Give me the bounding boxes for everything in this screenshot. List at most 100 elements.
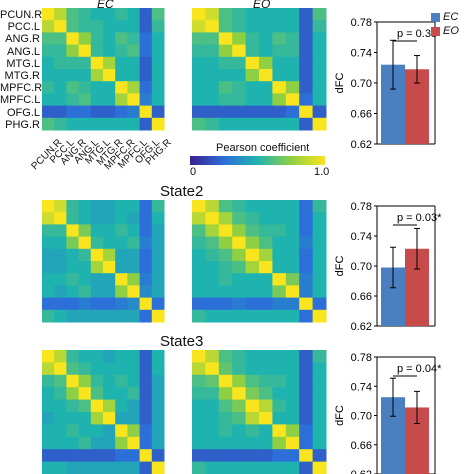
heatmap-cell: [312, 69, 327, 82]
heatmap-cell: [42, 212, 55, 225]
heatmap-cell: [42, 69, 55, 82]
heatmap-cell: [299, 261, 314, 274]
heatmap-cell: [285, 8, 300, 21]
heatmap-cell: [312, 285, 327, 299]
heatmap-cell: [66, 436, 80, 450]
heatmap-cell: [66, 44, 80, 58]
heatmap-cell: [192, 69, 206, 82]
heatmap-cell: [245, 412, 260, 425]
heatmap-cell: [205, 69, 220, 82]
heatmap-cell: [259, 436, 273, 450]
heatmap-cell: [54, 56, 67, 70]
heatmap-cell: [312, 374, 327, 388]
heatmap-cell: [312, 200, 327, 213]
heatmap-cell: [245, 309, 260, 323]
heatmap-cell: [232, 362, 247, 376]
heatmap-cell: [127, 248, 141, 262]
heatmap-cell: [285, 212, 300, 225]
heatmap-cell: [245, 8, 260, 21]
heatmap-cell: [192, 273, 206, 286]
heatmap-cell: [139, 387, 153, 401]
heatmap-cell: [103, 224, 116, 238]
heatmap-cell: [42, 93, 55, 107]
heatmap-cell: [103, 309, 116, 323]
heatmap-cell: [232, 436, 247, 450]
heatmap-cell: [299, 20, 314, 33]
heatmap-cell: [54, 362, 67, 376]
heatmap-cell: [245, 93, 260, 107]
heatmap-cell: [78, 200, 92, 213]
heatmap-cell: [103, 461, 116, 474]
heatmap-cell: [205, 412, 220, 425]
heatmap-cell: [78, 273, 92, 286]
heatmap-cell: [115, 461, 128, 474]
heatmap-state1-eo: [192, 8, 327, 131]
heatmap-cell: [90, 248, 104, 262]
heatmap-cell: [127, 424, 141, 438]
heatmap-cell: [54, 387, 67, 401]
heatmap-cell: [205, 387, 220, 401]
heatmap-cell: [245, 117, 260, 131]
heatmap-cell: [42, 424, 55, 438]
heatmap-cell: [103, 8, 116, 21]
heatmap-cell: [151, 20, 165, 33]
heatmap-cell: [205, 261, 220, 274]
heatmap-cell: [90, 200, 104, 213]
y-axis-label: dFC: [334, 73, 346, 94]
heatmap-cell: [285, 436, 300, 450]
heatmap-cell: [192, 261, 206, 274]
heatmap-cell: [259, 424, 273, 438]
heatmap-cell: [139, 200, 153, 213]
heatmap-cell: [66, 20, 80, 33]
heatmap-cell: [66, 285, 80, 299]
heatmap-cell: [192, 56, 206, 70]
heatmap-cell: [299, 105, 314, 119]
heatmap-cell: [151, 309, 165, 323]
heatmap-cell: [285, 273, 300, 286]
heatmap-cell: [42, 261, 55, 274]
heatmap-state3-ec: [42, 350, 165, 474]
heatmap-cell: [54, 32, 67, 46]
heatmap-cell: [115, 424, 128, 438]
heatmap-cell: [115, 261, 128, 274]
heatmap-cell: [312, 387, 327, 401]
heatmap-cell: [232, 93, 247, 107]
heatmap-cell: [312, 399, 327, 413]
heatmap-cell: [205, 224, 220, 238]
heatmap-cell: [127, 212, 141, 225]
heatmap-cell: [259, 8, 273, 21]
heatmap-cell: [272, 297, 287, 311]
heatmap-cell: [245, 200, 260, 213]
heatmap-cell: [127, 224, 141, 238]
heatmap-cell: [127, 117, 141, 131]
row-label: PHG.R: [5, 118, 40, 131]
heatmap-cell: [299, 236, 314, 250]
heatmap-cell: [103, 424, 116, 438]
heatmap-cell: [285, 412, 300, 425]
heatmap-cell: [139, 412, 153, 425]
heatmap-cell: [42, 297, 55, 311]
heatmap-cell: [103, 212, 116, 225]
heatmap-cell: [272, 212, 287, 225]
heatmap-cell: [90, 412, 104, 425]
heatmap-cell: [299, 248, 314, 262]
heatmap-cell: [151, 436, 165, 450]
heatmap-cell: [259, 273, 273, 286]
heatmap-cell: [192, 93, 206, 107]
heatmap-cell: [259, 412, 273, 425]
heatmap-cell: [232, 20, 247, 33]
heatmap-cell: [232, 8, 247, 21]
heatmap-cell: [245, 69, 260, 82]
heatmap-cell: [299, 93, 314, 107]
heatmap-cell: [139, 32, 153, 46]
heatmap-cell: [151, 212, 165, 225]
heatmap-cell: [299, 412, 314, 425]
heatmap-cell: [272, 362, 287, 376]
heatmap-cell: [78, 8, 92, 21]
y-tick-label: 0.62: [351, 139, 372, 151]
heatmap-cell: [115, 117, 128, 131]
heatmap-cell: [66, 236, 80, 250]
heatmap-cell: [272, 285, 287, 299]
heatmap-cell: [192, 412, 206, 425]
